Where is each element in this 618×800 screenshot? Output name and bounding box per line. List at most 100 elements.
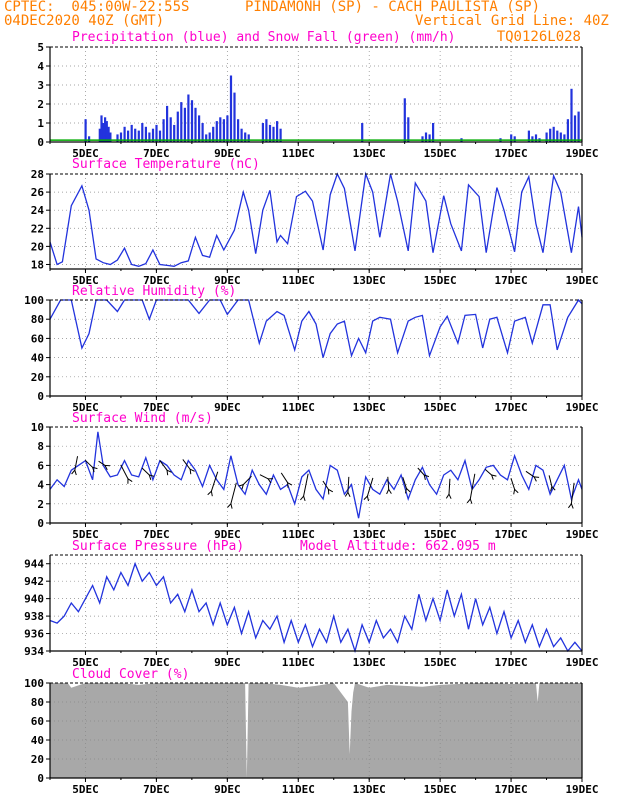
y-tick-label: 40 [31, 734, 44, 747]
y-tick-label: 24 [31, 204, 45, 217]
precip-bar [570, 88, 573, 142]
panel-6 [46, 682, 583, 782]
precip-bar [134, 128, 137, 142]
wind-arrow-shaft [120, 464, 129, 480]
wind-arrow-head [166, 469, 172, 476]
precip-bar [513, 136, 516, 142]
wind-arrow-head [533, 476, 540, 482]
precip-bar [407, 117, 410, 142]
wind-arrow-shaft [159, 460, 168, 471]
y-tick-label: 0 [37, 772, 44, 785]
x-tick-label: 5DEC [72, 783, 99, 796]
wind-arrow-shaft [230, 482, 237, 504]
x-tick-label: 19DEC [565, 401, 598, 414]
precip-bar [556, 130, 559, 142]
precip-bar [166, 105, 169, 142]
header-run-date: 04DEC2020 40Z (GMT) [4, 13, 165, 29]
precip-bar [123, 126, 126, 142]
precip-bar [531, 136, 534, 142]
precip-bar [361, 123, 364, 142]
x-tick-label: 5DEC [72, 656, 99, 669]
precip-bar [100, 115, 103, 142]
panel-3 [46, 298, 583, 400]
y-tick-label: 0 [37, 390, 44, 403]
x-tick-label: 7DEC [143, 783, 170, 796]
x-tick-label: 17DEC [495, 656, 528, 669]
precip-bar [261, 123, 264, 142]
wind-arrow-head [267, 478, 274, 484]
wind-arrow-head [386, 488, 392, 495]
precip-bar [510, 134, 513, 142]
wind-arrow-head [423, 474, 430, 481]
precip-bar [247, 134, 250, 142]
precip-bar [229, 75, 233, 142]
y-tick-label: 20 [31, 371, 44, 384]
x-tick-label: 19DEC [565, 274, 598, 287]
wind-arrow-shaft [242, 475, 252, 485]
precip-bar [244, 132, 247, 142]
wind-arrow-shaft [525, 470, 535, 478]
y-tick-label: 100 [24, 294, 44, 307]
precip-bar [534, 134, 538, 142]
x-tick-label: 5DEC [72, 528, 99, 541]
wind-arrow-shaft [303, 473, 309, 497]
precip-bar [432, 123, 435, 142]
wind-arrow-head [513, 488, 519, 495]
y-tick-label: 2 [37, 98, 44, 111]
x-tick-label: 11DEC [282, 783, 315, 796]
wind-arrow-head [148, 474, 155, 480]
x-tick-label: 5DEC [72, 147, 99, 160]
wind-arrow-shaft [74, 456, 79, 471]
precip-bar [144, 126, 147, 142]
x-tick-label: 13DEC [353, 528, 386, 541]
precip-bar [403, 98, 406, 142]
precip-bar [201, 123, 204, 142]
precip-bar [176, 111, 179, 142]
x-tick-label: 19DEC [565, 528, 598, 541]
y-tick-label: 20 [31, 240, 44, 253]
wind-arrow-shaft [570, 482, 575, 504]
x-tick-label: 17DEC [495, 401, 528, 414]
y-tick-label: 60 [31, 332, 44, 345]
precip-bar [180, 102, 183, 142]
precip-bar [84, 119, 87, 142]
precip-bar [552, 126, 555, 142]
series-line [49, 171, 583, 267]
precip-bar [116, 134, 119, 142]
precip-bar [265, 119, 268, 142]
wind-arrow-shaft [469, 473, 476, 500]
panel-title: Surface Pressure (hPa) [72, 539, 244, 554]
precip-bar [212, 126, 215, 142]
wind-arrow-head [238, 483, 245, 490]
panel-title: Precipitation (blue) and Snow Fall (gree… [72, 30, 456, 45]
wind-arrow-shaft [366, 477, 374, 497]
y-tick-label: 100 [24, 677, 44, 690]
wind-arrow-shaft [259, 474, 269, 480]
header-grid-line-note: Vertical Grid Line: 40Z [415, 13, 609, 29]
precip-bar [190, 100, 194, 142]
precip-bar [240, 128, 243, 142]
x-tick-label: 13DEC [353, 274, 386, 287]
x-tick-label: 15DEC [424, 147, 457, 160]
y-tick-label: 6 [37, 459, 44, 472]
wind-arrow-head [490, 474, 497, 480]
y-tick-label: 80 [31, 696, 44, 709]
x-tick-label: 11DEC [282, 656, 315, 669]
panel-1 [46, 46, 583, 146]
y-tick-label: 0 [37, 136, 44, 149]
y-tick-label: 942 [24, 575, 44, 588]
wind-arrow-shaft [484, 469, 492, 476]
precip-bar [268, 124, 272, 142]
series-line [49, 561, 583, 654]
y-tick-label: 5 [37, 41, 44, 54]
wind-arrow-head [405, 487, 411, 494]
y-tick-label: 2 [37, 498, 44, 511]
x-tick-label: 9DEC [214, 401, 241, 414]
x-tick-label: 13DEC [353, 401, 386, 414]
x-tick-label: 17DEC [495, 147, 528, 160]
wind-arrow-head [327, 488, 334, 495]
precip-bar [219, 117, 222, 142]
precip-bar [226, 115, 229, 142]
wind-arrow-shaft [210, 471, 219, 492]
wind-arrow-head [227, 502, 233, 509]
